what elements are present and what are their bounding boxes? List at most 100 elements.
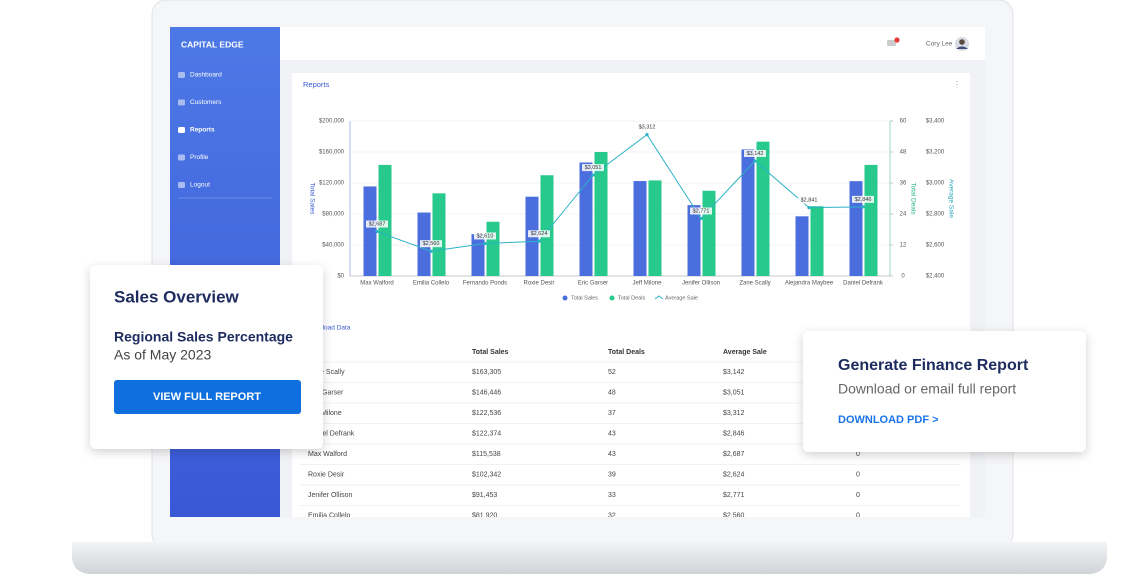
table-cell: 33 bbox=[608, 492, 616, 499]
legend-label: Average Sale bbox=[665, 295, 698, 301]
menu-item[interactable]: Reports bbox=[190, 127, 215, 134]
label-bg bbox=[528, 230, 550, 238]
x-tick-label: Zane Scally bbox=[739, 281, 770, 287]
line-point bbox=[483, 241, 487, 246]
table-cell: Max Walford bbox=[308, 451, 347, 458]
table-cell: Zane Scally bbox=[308, 369, 345, 376]
menu-icon bbox=[178, 99, 185, 106]
menu-item[interactable]: Dashboard bbox=[190, 72, 222, 79]
table-cell: $2,624 bbox=[723, 471, 745, 478]
tick-label: 0 bbox=[901, 274, 905, 280]
label-bg bbox=[798, 196, 820, 204]
x-tick-label: Roxie Desir bbox=[523, 281, 554, 287]
more-menu[interactable]: ⋮ bbox=[953, 80, 961, 89]
data-label: $2,560 bbox=[423, 241, 440, 247]
data-label: $2,610 bbox=[477, 233, 494, 239]
menu-item[interactable]: Customers bbox=[190, 99, 222, 106]
legend-swatch bbox=[654, 295, 664, 300]
table-cell: Jeff Milone bbox=[308, 410, 342, 417]
table-cell: 32 bbox=[608, 512, 616, 519]
bar bbox=[486, 221, 500, 276]
table-cell: $2,560 bbox=[723, 512, 745, 519]
table-cell: $91,453 bbox=[472, 492, 497, 499]
x-tick-label: Fernando Ponds bbox=[463, 281, 507, 287]
table-cell: $3,312 bbox=[723, 410, 745, 417]
line bbox=[376, 133, 864, 252]
x-tick-label: Daniel Defrank bbox=[843, 281, 884, 287]
table-cell: $3,051 bbox=[723, 389, 745, 396]
table-cell: Emilia Collelo bbox=[308, 512, 351, 519]
view-report-button[interactable] bbox=[114, 380, 301, 414]
x-tick-label: Jeff Milone bbox=[633, 281, 663, 287]
bar bbox=[849, 181, 863, 276]
menu-icon bbox=[178, 72, 185, 78]
table-cell: 37 bbox=[608, 410, 616, 417]
finance-card bbox=[803, 331, 1086, 452]
card-subtitle: Regional Sales Percentage bbox=[114, 329, 293, 345]
menu-icon bbox=[178, 127, 185, 133]
download-data[interactable]: Download Data bbox=[306, 325, 351, 332]
line-point bbox=[807, 206, 811, 210]
brand: CAPITAL EDGE bbox=[181, 39, 244, 49]
axis-title: Total Deals bbox=[909, 182, 916, 215]
table-header: Total Sales bbox=[472, 349, 509, 356]
table-cell: Daniel Defrank bbox=[308, 430, 355, 437]
table-cell: $102,342 bbox=[472, 471, 501, 478]
tick-label: $3,200 bbox=[926, 150, 945, 156]
tick-label: $160,000 bbox=[319, 150, 345, 156]
bar bbox=[702, 190, 716, 276]
tick-label: $3,400 bbox=[926, 119, 945, 125]
notification-icon[interactable] bbox=[887, 40, 896, 46]
tick-label: $120,000 bbox=[319, 181, 345, 187]
line-point bbox=[537, 239, 541, 243]
line-point bbox=[375, 229, 379, 234]
legend-swatch bbox=[562, 295, 568, 301]
legend-label: Total Sales bbox=[571, 295, 598, 301]
table-cell: 0 bbox=[856, 512, 860, 519]
table-cell: Eric Garser bbox=[308, 389, 344, 396]
bar bbox=[795, 216, 809, 276]
x-tick-label: Eric Garser bbox=[578, 281, 608, 287]
menu-item[interactable]: Logout bbox=[190, 182, 210, 189]
table-header: Average Sale bbox=[723, 349, 767, 356]
data-label: $2,624 bbox=[531, 231, 548, 237]
label-bg bbox=[420, 240, 442, 248]
data-label: $3,312 bbox=[639, 125, 656, 131]
user-name[interactable]: Cory Lee bbox=[926, 41, 953, 48]
bar bbox=[810, 206, 824, 276]
table-cell: $2,846 bbox=[723, 430, 745, 437]
tick-label: 24 bbox=[900, 212, 907, 218]
card-text: Download or email full report bbox=[838, 381, 1016, 397]
table-cell: $146,446 bbox=[472, 389, 501, 396]
tick-label: $40,000 bbox=[322, 243, 344, 249]
card-title: Sales Overview bbox=[114, 287, 240, 306]
table-cell: 52 bbox=[608, 369, 616, 376]
reports-title: Reports bbox=[303, 80, 330, 89]
tick-label: 48 bbox=[900, 150, 907, 156]
table-cell: $122,374 bbox=[472, 430, 501, 437]
menu-item[interactable]: Profile bbox=[190, 154, 209, 161]
tick-label: 60 bbox=[900, 119, 907, 125]
top-bar bbox=[280, 27, 985, 60]
tick-label: $80,000 bbox=[322, 212, 344, 218]
legend-swatch bbox=[609, 295, 615, 301]
table-cell: 0 bbox=[856, 471, 860, 478]
screen-bottom-mask bbox=[292, 517, 972, 541]
download-pdf-link[interactable]: DOWNLOAD PDF > bbox=[838, 414, 939, 426]
table-cell: 48 bbox=[608, 389, 616, 396]
bar bbox=[741, 149, 755, 276]
table-cell: Roxie Desir bbox=[308, 471, 345, 478]
bar bbox=[432, 193, 446, 276]
tick-label: $200,000 bbox=[319, 119, 345, 125]
line-point bbox=[429, 249, 433, 253]
line-point bbox=[753, 159, 757, 163]
bar bbox=[633, 181, 647, 276]
table-cell: 0 bbox=[856, 451, 860, 458]
table-cell: $122,536 bbox=[472, 410, 501, 417]
avatar-body bbox=[956, 46, 968, 49]
line-point bbox=[861, 205, 865, 209]
line-point bbox=[645, 133, 649, 137]
tick-label: $0 bbox=[337, 274, 344, 280]
